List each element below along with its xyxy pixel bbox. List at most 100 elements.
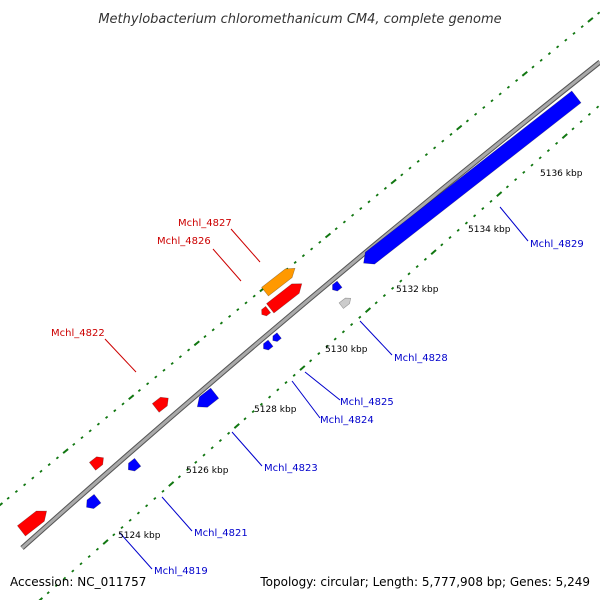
- major-tick: [193, 340, 200, 347]
- minor-tick: [177, 475, 181, 479]
- scale-label: 5132 kbp: [396, 285, 439, 295]
- feature-gene-mchl-4829: [363, 90, 582, 265]
- minor-tick: [464, 221, 468, 225]
- minor-tick: [334, 227, 338, 231]
- minor-tick: [46, 591, 50, 595]
- accession-label: Accession: NC_011757: [10, 575, 146, 589]
- gene-label: Mchl_4819: [154, 566, 208, 577]
- inner-tick-track: [38, 105, 600, 600]
- minor-tick: [202, 453, 206, 457]
- minor-tick: [88, 429, 92, 433]
- leader-line: [499, 206, 529, 242]
- backbone-group: [20, 60, 600, 550]
- minor-tick: [309, 359, 313, 363]
- minor-tick: [505, 185, 509, 189]
- minor-tick: [6, 496, 10, 500]
- minor-tick: [23, 483, 27, 487]
- minor-tick: [227, 431, 231, 435]
- minor-tick: [268, 395, 272, 399]
- minor-tick: [80, 436, 84, 440]
- minor-tick: [506, 85, 510, 89]
- major-tick: [168, 481, 175, 487]
- minor-tick: [236, 308, 240, 312]
- minor-tick: [153, 496, 157, 501]
- scale-label: 5128 kbp: [254, 405, 297, 415]
- minor-tick: [211, 328, 215, 332]
- minor-tick: [120, 525, 124, 530]
- minor-tick: [136, 511, 140, 515]
- minor-tick: [391, 286, 395, 290]
- minor-tick: [251, 410, 255, 414]
- minor-tick: [482, 105, 486, 109]
- minor-tick: [555, 141, 559, 145]
- minor-tick: [564, 38, 568, 42]
- leader-line: [304, 371, 341, 401]
- feature-gene-mchl-4822: [151, 396, 169, 413]
- leader-line: [231, 431, 263, 467]
- major-tick: [233, 423, 240, 429]
- minor-tick: [310, 247, 314, 251]
- leader-line: [119, 532, 153, 570]
- minor-tick: [161, 489, 165, 493]
- leader-line: [359, 320, 393, 356]
- minor-tick: [572, 31, 576, 35]
- minor-tick: [178, 355, 182, 359]
- minor-tick: [539, 58, 543, 62]
- minor-tick: [210, 446, 214, 450]
- major-tick: [324, 232, 332, 239]
- minor-tick: [14, 490, 18, 494]
- minor-tick: [72, 442, 76, 446]
- minor-tick: [498, 92, 502, 96]
- feature-pseudo: [338, 297, 352, 309]
- minor-tick: [293, 260, 297, 264]
- major-tick: [128, 394, 135, 401]
- backbone-line: [21, 60, 600, 550]
- minor-tick: [162, 368, 166, 372]
- leader-line: [291, 380, 321, 419]
- minor-tick: [243, 417, 247, 421]
- minor-tick: [407, 272, 411, 276]
- feature-gene-mchl-4825: [263, 339, 274, 351]
- minor-tick: [292, 373, 296, 377]
- gene-label: Mchl_4821: [194, 528, 248, 539]
- minor-tick: [408, 166, 412, 170]
- feature-gene-mchl-4821: [127, 457, 142, 472]
- scale-label: 5126 kbp: [186, 466, 229, 476]
- minor-tick: [259, 402, 263, 406]
- minor-tick: [317, 352, 321, 356]
- major-tick: [430, 249, 437, 255]
- gene-label: Mchl_4825: [340, 397, 394, 408]
- minor-tick: [382, 294, 386, 298]
- minor-tick: [547, 52, 551, 56]
- major-tick: [496, 191, 503, 197]
- minor-tick: [79, 562, 83, 566]
- gene-label: Mchl_4829: [530, 239, 584, 250]
- leader-line: [161, 496, 193, 532]
- minor-tick: [170, 361, 174, 366]
- minor-tick: [367, 200, 371, 204]
- major-tick: [561, 133, 568, 139]
- feature-gene-mchl-4826: [266, 283, 303, 314]
- minor-tick: [63, 576, 67, 580]
- major-tick: [587, 17, 594, 23]
- minor-tick: [522, 170, 526, 174]
- major-tick: [62, 448, 69, 454]
- minor-tick: [228, 314, 232, 318]
- minor-tick: [333, 337, 337, 341]
- feature-gene-forward-left: [16, 510, 47, 537]
- minor-tick: [490, 99, 494, 103]
- gene-label: Mchl_4824: [320, 415, 374, 426]
- minor-tick: [399, 279, 403, 283]
- minor-tick: [146, 382, 150, 386]
- feature-gene-small-forward: [261, 305, 272, 317]
- minor-tick: [154, 375, 158, 379]
- minor-tick: [244, 301, 248, 305]
- minor-tick: [489, 199, 493, 203]
- minor-tick: [96, 422, 100, 426]
- minor-tick: [375, 193, 379, 197]
- minor-tick: [514, 178, 518, 182]
- minor-tick: [587, 112, 591, 116]
- major-tick: [38, 597, 44, 600]
- minor-tick: [341, 330, 345, 334]
- minor-tick: [530, 163, 534, 167]
